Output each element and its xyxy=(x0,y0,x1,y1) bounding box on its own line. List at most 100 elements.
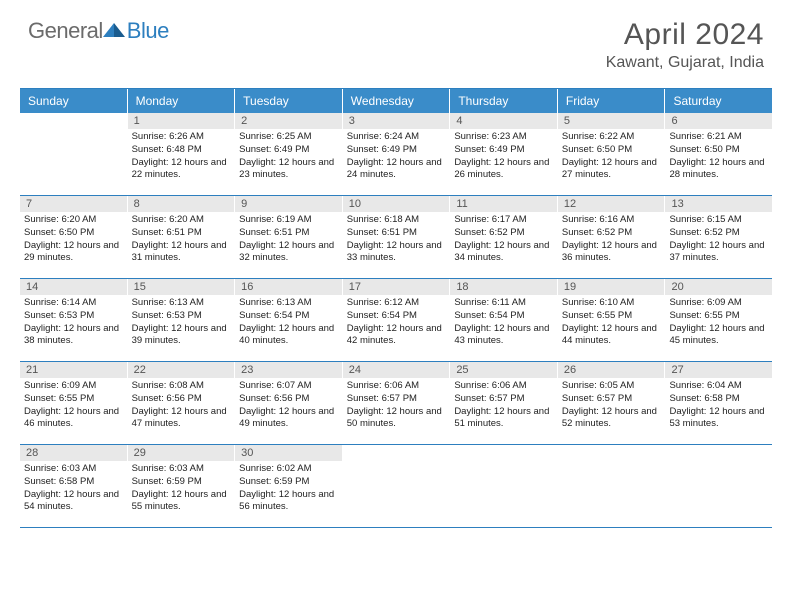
sunset-line: Sunset: 6:57 PM xyxy=(454,393,553,406)
sunrise-line: Sunrise: 6:20 AM xyxy=(24,214,123,227)
day-number: 3 xyxy=(343,113,450,129)
daylight-line: Daylight: 12 hours and 40 minutes. xyxy=(239,323,338,349)
day-number: 4 xyxy=(450,113,557,129)
daylight-line: Daylight: 12 hours and 22 minutes. xyxy=(132,157,231,183)
daylight-line: Daylight: 12 hours and 28 minutes. xyxy=(669,157,768,183)
day-cell: 15Sunrise: 6:13 AMSunset: 6:53 PMDayligh… xyxy=(128,279,236,361)
sunrise-line: Sunrise: 6:12 AM xyxy=(347,297,446,310)
sunset-line: Sunset: 6:53 PM xyxy=(24,310,123,323)
day-header: Saturday xyxy=(665,89,772,113)
day-number: 6 xyxy=(665,113,772,129)
day-number: 13 xyxy=(665,196,772,212)
day-number: 1 xyxy=(128,113,235,129)
day-body: Sunrise: 6:20 AMSunset: 6:50 PMDaylight:… xyxy=(20,212,127,269)
day-number: 27 xyxy=(665,362,772,378)
day-number: 21 xyxy=(20,362,127,378)
sunrise-line: Sunrise: 6:18 AM xyxy=(347,214,446,227)
day-cell: 12Sunrise: 6:16 AMSunset: 6:52 PMDayligh… xyxy=(558,196,666,278)
daylight-line: Daylight: 12 hours and 52 minutes. xyxy=(562,406,661,432)
day-cell: 11 Sunrise: 6:17 AMSunset: 6:52 PMDayligh… xyxy=(450,196,558,278)
empty-cell xyxy=(558,445,666,527)
empty-cell xyxy=(450,445,558,527)
sunset-line: Sunset: 6:55 PM xyxy=(24,393,123,406)
day-cell: 20Sunrise: 6:09 AMSunset: 6:55 PMDayligh… xyxy=(665,279,772,361)
daylight-line: Daylight: 12 hours and 56 minutes. xyxy=(239,489,338,515)
day-number: 22 xyxy=(128,362,235,378)
day-header: Tuesday xyxy=(235,89,343,113)
day-body: Sunrise: 6:12 AMSunset: 6:54 PMDaylight:… xyxy=(343,295,450,352)
day-number: 28 xyxy=(20,445,127,461)
sunrise-line: Sunrise: 6:10 AM xyxy=(562,297,661,310)
sunset-line: Sunset: 6:50 PM xyxy=(669,144,768,157)
sunrise-line: Sunrise: 6:13 AM xyxy=(132,297,231,310)
week-row: 7Sunrise: 6:20 AMSunset: 6:50 PMDaylight… xyxy=(20,196,772,279)
day-cell: 9Sunrise: 6:19 AMSunset: 6:51 PMDaylight… xyxy=(235,196,343,278)
daylight-line: Daylight: 12 hours and 45 minutes. xyxy=(669,323,768,349)
sunset-line: Sunset: 6:54 PM xyxy=(454,310,553,323)
sunrise-line: Sunrise: 6:06 AM xyxy=(347,380,446,393)
sunrise-line: Sunrise: 6:17 AM xyxy=(454,214,553,227)
sunset-line: Sunset: 6:52 PM xyxy=(669,227,768,240)
sunset-line: Sunset: 6:58 PM xyxy=(24,476,123,489)
sunrise-line: Sunrise: 6:04 AM xyxy=(669,380,768,393)
day-number: 26 xyxy=(558,362,665,378)
month-title: April 2024 xyxy=(606,18,764,52)
day-body: Sunrise: 6:18 AMSunset: 6:51 PMDaylight:… xyxy=(343,212,450,269)
sunrise-line: Sunrise: 6:26 AM xyxy=(132,131,231,144)
daylight-line: Daylight: 12 hours and 38 minutes. xyxy=(24,323,123,349)
day-cell: 22Sunrise: 6:08 AMSunset: 6:56 PMDayligh… xyxy=(128,362,236,444)
day-cell: 7Sunrise: 6:20 AMSunset: 6:50 PMDaylight… xyxy=(20,196,128,278)
daylight-line: Daylight: 12 hours and 39 minutes. xyxy=(132,323,231,349)
daylight-line: Daylight: 12 hours and 26 minutes. xyxy=(454,157,553,183)
sunset-line: Sunset: 6:49 PM xyxy=(454,144,553,157)
sunset-line: Sunset: 6:54 PM xyxy=(239,310,338,323)
sunset-line: Sunset: 6:55 PM xyxy=(562,310,661,323)
sunset-line: Sunset: 6:58 PM xyxy=(669,393,768,406)
day-number: 18 xyxy=(450,279,557,295)
sunset-line: Sunset: 6:55 PM xyxy=(669,310,768,323)
daylight-line: Daylight: 12 hours and 55 minutes. xyxy=(132,489,231,515)
sunset-line: Sunset: 6:56 PM xyxy=(239,393,338,406)
day-number: 5 xyxy=(558,113,665,129)
day-body: Sunrise: 6:14 AMSunset: 6:53 PMDaylight:… xyxy=(20,295,127,352)
daylight-line: Daylight: 12 hours and 54 minutes. xyxy=(24,489,123,515)
daylight-line: Daylight: 12 hours and 34 minutes. xyxy=(454,240,553,266)
day-body: Sunrise: 6:22 AMSunset: 6:50 PMDaylight:… xyxy=(558,129,665,186)
day-cell: 5Sunrise: 6:22 AMSunset: 6:50 PMDaylight… xyxy=(558,113,666,195)
calendar: SundayMondayTuesdayWednesdayThursdayFrid… xyxy=(20,88,772,528)
day-body: Sunrise: 6:13 AMSunset: 6:53 PMDaylight:… xyxy=(128,295,235,352)
sunset-line: Sunset: 6:56 PM xyxy=(132,393,231,406)
day-number: 15 xyxy=(128,279,235,295)
sunrise-line: Sunrise: 6:25 AM xyxy=(239,131,338,144)
sunset-line: Sunset: 6:52 PM xyxy=(454,227,553,240)
daylight-line: Daylight: 12 hours and 29 minutes. xyxy=(24,240,123,266)
day-cell: 14Sunrise: 6:14 AMSunset: 6:53 PMDayligh… xyxy=(20,279,128,361)
day-cell: 16Sunrise: 6:13 AMSunset: 6:54 PMDayligh… xyxy=(235,279,343,361)
day-body: Sunrise: 6:13 AMSunset: 6:54 PMDaylight:… xyxy=(235,295,342,352)
sunset-line: Sunset: 6:51 PM xyxy=(347,227,446,240)
day-number: 12 xyxy=(558,196,665,212)
daylight-line: Daylight: 12 hours and 44 minutes. xyxy=(562,323,661,349)
day-number: 2 xyxy=(235,113,342,129)
daylight-line: Daylight: 12 hours and 36 minutes. xyxy=(562,240,661,266)
sunrise-line: Sunrise: 6:24 AM xyxy=(347,131,446,144)
sunset-line: Sunset: 6:57 PM xyxy=(562,393,661,406)
day-number: 17 xyxy=(343,279,450,295)
day-number: 11 xyxy=(450,196,557,212)
day-cell: 27Sunrise: 6:04 AMSunset: 6:58 PMDayligh… xyxy=(665,362,772,444)
day-body: Sunrise: 6:03 AMSunset: 6:59 PMDaylight:… xyxy=(128,461,235,518)
day-cell: 28Sunrise: 6:03 AMSunset: 6:58 PMDayligh… xyxy=(20,445,128,527)
day-cell: 18Sunrise: 6:11 AMSunset: 6:54 PMDayligh… xyxy=(450,279,558,361)
sunrise-line: Sunrise: 6:22 AM xyxy=(562,131,661,144)
day-body: Sunrise: 6:05 AMSunset: 6:57 PMDaylight:… xyxy=(558,378,665,435)
day-cell: 13Sunrise: 6:15 AMSunset: 6:52 PMDayligh… xyxy=(665,196,772,278)
day-cell: 4 Sunrise: 6:23 AMSunset: 6:49 PMDaylight… xyxy=(450,113,558,195)
daylight-line: Daylight: 12 hours and 51 minutes. xyxy=(454,406,553,432)
sunset-line: Sunset: 6:54 PM xyxy=(347,310,446,323)
day-cell: 26Sunrise: 6:05 AMSunset: 6:57 PMDayligh… xyxy=(558,362,666,444)
day-number: 24 xyxy=(343,362,450,378)
page-header: General Blue April 2024 Kawant, Gujarat,… xyxy=(0,0,792,78)
day-body: Sunrise: 6:20 AMSunset: 6:51 PMDaylight:… xyxy=(128,212,235,269)
sunset-line: Sunset: 6:57 PM xyxy=(347,393,446,406)
sunrise-line: Sunrise: 6:23 AM xyxy=(454,131,553,144)
